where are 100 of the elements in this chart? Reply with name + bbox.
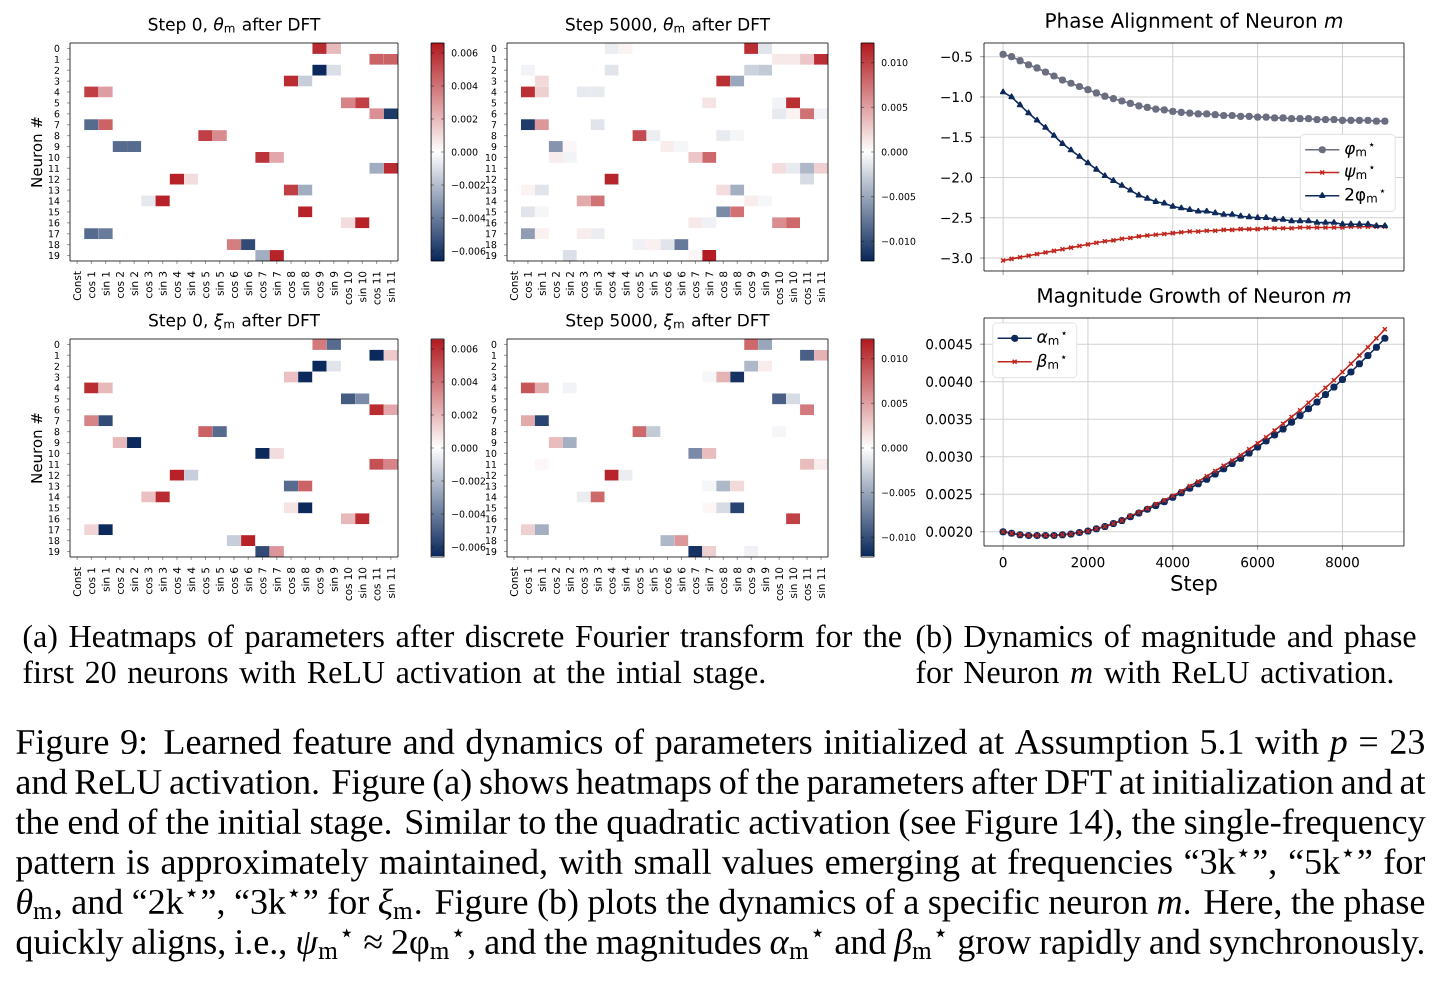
x-tick-label: sin 4	[621, 567, 630, 592]
x-tick-label: Const	[510, 271, 518, 301]
y-tick-label: 7	[54, 417, 60, 425]
x-tick-label: sin 5	[215, 567, 224, 592]
legend-label: α$_{m}$⋆	[1037, 330, 1067, 345]
y-axis-title: Neuron #	[31, 413, 43, 483]
y-tick-label: 8	[491, 428, 497, 436]
y-tick-label: 2	[54, 66, 60, 74]
y-tick-label: 3	[491, 77, 497, 85]
x-tick-label: cos 1	[524, 568, 532, 594]
x-tick-label: cos 8	[287, 567, 295, 594]
legend-label: ψ$_{m}$⋆	[1345, 165, 1375, 181]
x-tick-label: sin 11	[386, 568, 395, 598]
x-tick-label: cos 3	[579, 271, 588, 298]
x-tick-label: sin 8	[301, 271, 310, 296]
y-tick-label: 16	[49, 515, 60, 523]
x-tick-label: cos 4	[607, 271, 616, 298]
y-tick-label: 13	[486, 186, 497, 194]
x-tick-label: sin 6	[244, 567, 253, 592]
y-tick-label: 5	[491, 99, 497, 107]
color-bar-label: 0.004	[451, 82, 478, 90]
y-tick-label: 6	[491, 406, 497, 414]
y-tick-label: 0.0025	[926, 489, 972, 500]
y-tick-label: −2.0	[941, 172, 973, 183]
x-tick-label: sin 11	[816, 272, 826, 302]
x-tick-label: sin 3	[593, 567, 602, 592]
x-tick-label: sin 2	[565, 272, 574, 296]
x-tick-label: sin 10	[358, 567, 367, 598]
chart-title: Step 5000, θ$_{m}$ after DFT	[566, 17, 771, 34]
color-bar-label: 0.000	[451, 148, 478, 156]
x-tick-label: sin 3	[158, 567, 167, 592]
y-tick-label: 11	[49, 164, 60, 172]
y-tick-label: 14	[49, 493, 60, 501]
x-tick-label: cos 3	[144, 271, 153, 298]
color-bar-label: −0.010	[882, 533, 916, 541]
x-tick-label: 0	[999, 557, 1007, 568]
color-bar-label: −0.004	[452, 214, 486, 222]
x-tick-label: cos 9	[315, 271, 324, 298]
color-bar-label: −0.005	[882, 489, 916, 497]
x-tick-label: sin 1	[101, 568, 110, 592]
x-tick-label: cos 6	[230, 567, 238, 594]
y-tick-label: 1	[491, 351, 497, 359]
y-tick-label: 19	[486, 251, 497, 260]
y-tick-label: 2	[491, 66, 497, 74]
x-tick-label: cos 6	[663, 271, 672, 298]
y-tick-label: 3	[54, 77, 60, 85]
y-tick-label: 8	[54, 428, 60, 436]
y-tick-label: 10	[49, 153, 60, 161]
x-tick-label: cos 7	[691, 567, 700, 594]
y-tick-label: 8	[491, 132, 497, 140]
x-tick-label: cos 1	[524, 272, 532, 298]
y-tick-label: 2	[491, 362, 497, 370]
y-tick-label: 15	[486, 504, 497, 512]
x-tick-label: sin 7	[705, 567, 714, 592]
x-tick-label: cos 2	[115, 568, 124, 594]
x-tick-label: cos 9	[747, 567, 756, 594]
y-tick-label: 5	[54, 99, 60, 107]
x-tick-label: cos 5	[201, 271, 210, 298]
y-tick-label: 0.0030	[926, 451, 973, 462]
x-tick-label: sin 3	[593, 271, 602, 296]
color-bar-label: −0.002	[452, 181, 485, 189]
x-tick-label: cos 11	[372, 568, 381, 601]
x-tick-label: sin 4	[187, 271, 196, 296]
y-tick-label: 5	[54, 395, 60, 403]
chart-title: Step 0, ξ$_{m}$ after DFT	[149, 313, 320, 330]
color-bar-label: 0.002	[451, 411, 478, 419]
y-tick-label: 9	[491, 438, 497, 447]
x-tick-label: sin 6	[677, 567, 686, 592]
color-bar-label: 0.004	[451, 378, 478, 386]
y-tick-label: 14	[486, 493, 497, 501]
x-tick-label: cos 3	[144, 567, 153, 594]
y-tick-label: 16	[49, 219, 60, 227]
x-tick-label: cos 9	[747, 271, 756, 298]
y-tick-label: 0	[54, 44, 60, 52]
x-tick-label: cos 2	[551, 272, 560, 298]
y-tick-label: 15	[486, 208, 497, 216]
legend-label: β$_{m}$⋆	[1036, 353, 1066, 371]
y-tick-label: 17	[486, 526, 497, 534]
y-tick-label: 6	[54, 110, 60, 118]
x-tick-label: sin 9	[761, 271, 770, 296]
y-tick-label: 0	[491, 340, 497, 348]
x-tick-label: sin 9	[761, 567, 770, 592]
color-bar-label: −0.006	[452, 543, 486, 551]
y-tick-label: 17	[49, 230, 60, 238]
y-tick-label: 11	[486, 460, 497, 468]
x-tick-label: sin 8	[733, 567, 742, 592]
x-tick-label: cos 8	[287, 271, 295, 298]
y-tick-label: 1	[54, 55, 60, 63]
y-tick-label: 13	[486, 482, 497, 490]
x-tick-label: sin 2	[130, 568, 139, 592]
y-tick-label: 0	[491, 44, 497, 52]
x-tick-label: 4000	[1156, 557, 1190, 568]
x-tick-label: cos 10	[775, 271, 784, 305]
color-bar-label: 0.000	[881, 148, 908, 156]
x-tick-label: Const	[510, 567, 518, 597]
y-tick-label: 7	[491, 121, 497, 129]
color-bar-label: 0.002	[451, 115, 478, 123]
y-tick-label: 5	[491, 395, 497, 403]
y-tick-label: 14	[486, 197, 497, 205]
y-axis-title: Neuron #	[31, 117, 43, 187]
